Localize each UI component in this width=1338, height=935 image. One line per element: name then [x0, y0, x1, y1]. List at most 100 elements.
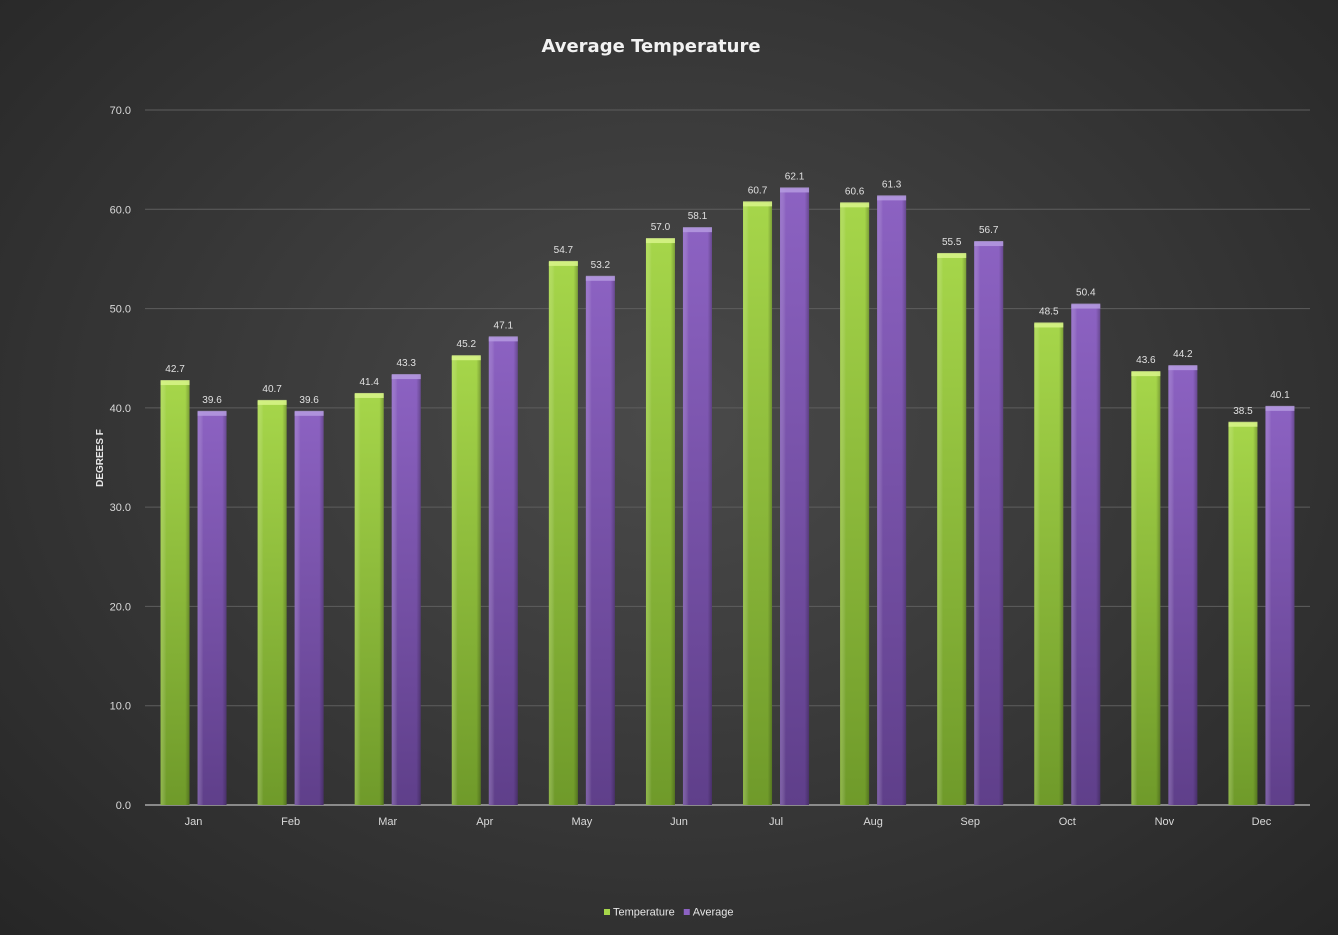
- x-axis-categories: Jan Feb Mar Apr May Jun Jul Aug Sep Oct Nov Dec: [185, 816, 1272, 828]
- data-label: 43.6: [1136, 355, 1156, 366]
- data-label: 50.4: [1076, 288, 1096, 299]
- bar-cap: [780, 187, 810, 193]
- bar-cap: [645, 238, 675, 244]
- data-label: 39.6: [299, 395, 319, 406]
- bar-shading: [682, 228, 712, 805]
- data-label: 60.7: [748, 185, 768, 196]
- gridlines: [145, 109, 1310, 806]
- y-tick-label: 10.0: [110, 701, 131, 713]
- bar-shading: [840, 203, 870, 806]
- data-label: 53.2: [591, 260, 611, 271]
- bar-temperature: [645, 238, 675, 806]
- data-label: 40.1: [1270, 390, 1290, 401]
- bar-shading: [743, 202, 773, 806]
- bar-cap: [585, 275, 615, 281]
- y-tick-label: 50.0: [110, 304, 131, 316]
- bar-average: [294, 410, 324, 805]
- x-tick-label: Nov: [1155, 816, 1175, 828]
- bar-cap: [294, 410, 324, 416]
- data-label: 57.0: [651, 222, 671, 233]
- chart-title: Average Temperature: [541, 36, 760, 57]
- bars: [160, 187, 1295, 806]
- bar-cap: [840, 202, 870, 208]
- bar-cap: [1265, 405, 1295, 411]
- bar-cap: [257, 399, 287, 405]
- bar-temperature: [1131, 371, 1161, 805]
- bar-average: [1168, 365, 1198, 805]
- y-tick-label: 20.0: [110, 601, 131, 613]
- bar-shading: [1228, 422, 1258, 805]
- bar-cap: [1131, 371, 1161, 377]
- bar-cap: [974, 241, 1004, 247]
- x-tick-label: Feb: [281, 816, 300, 828]
- data-label: 43.3: [396, 358, 416, 369]
- bar-shading: [1131, 372, 1161, 805]
- data-label: 62.1: [785, 171, 805, 182]
- bar-temperature: [1228, 421, 1258, 805]
- data-label: 60.6: [845, 186, 865, 197]
- legend-label: Temperature: [613, 907, 675, 919]
- data-label: 39.6: [202, 395, 222, 406]
- bar-shading: [877, 196, 907, 806]
- x-tick-label: Mar: [378, 816, 397, 828]
- data-labels: 42.7 39.6 40.7 39.6 41.4 43.3 45.2 47.1 54.7 53.2…: [165, 171, 1290, 416]
- y-axis-title: DEGREES F: [95, 429, 106, 487]
- data-label: 42.7: [165, 364, 185, 375]
- bar-average: [974, 241, 1004, 806]
- y-tick-label: 40.0: [110, 403, 131, 415]
- data-label: 58.1: [688, 211, 708, 222]
- bar-cap: [451, 355, 481, 361]
- y-tick-label: 60.0: [110, 204, 131, 216]
- bar-temperature: [451, 355, 481, 805]
- bar-shading: [645, 239, 675, 806]
- bar-average: [780, 187, 810, 805]
- bar-temperature: [257, 399, 287, 805]
- bar-shading: [937, 253, 967, 805]
- x-tick-label: Aug: [863, 816, 883, 828]
- bar-cap: [1071, 303, 1101, 309]
- bar-shading: [488, 337, 518, 805]
- bar-shading: [257, 400, 287, 805]
- bar-shading: [1071, 304, 1101, 805]
- bar-average: [585, 275, 615, 805]
- data-label: 40.7: [262, 384, 282, 395]
- legend-label: Average: [693, 907, 734, 919]
- data-label: 41.4: [359, 377, 379, 388]
- bar-temperature: [548, 260, 578, 806]
- bar-cap: [488, 336, 518, 342]
- data-label: 54.7: [554, 245, 574, 256]
- bar-cap: [354, 392, 384, 398]
- data-label: 55.5: [942, 237, 962, 248]
- x-tick-label: Apr: [476, 816, 493, 828]
- bar-cap: [197, 410, 227, 416]
- bar-shading: [160, 381, 190, 805]
- bar-average: [488, 336, 518, 805]
- bar-shading: [391, 375, 421, 805]
- bar-shading: [780, 188, 810, 805]
- x-tick-label: Jul: [769, 816, 783, 828]
- x-tick-label: Oct: [1059, 816, 1076, 828]
- bar-temperature: [937, 252, 967, 805]
- y-tick-label: 30.0: [110, 502, 131, 514]
- data-label: 48.5: [1039, 306, 1059, 317]
- bar-shading: [354, 393, 384, 805]
- x-tick-label: May: [571, 816, 592, 828]
- data-label: 38.5: [1233, 406, 1253, 417]
- data-label: 45.2: [457, 339, 477, 350]
- bar-average: [391, 374, 421, 805]
- bar-cap: [1228, 421, 1258, 427]
- legend-item-average: Average: [683, 907, 734, 919]
- bar-shading: [548, 261, 578, 806]
- legend: Temperature Average: [604, 907, 734, 919]
- x-tick-label: Jan: [185, 816, 203, 828]
- legend-item-temperature: Temperature: [604, 907, 675, 919]
- bar-shading: [1168, 366, 1198, 805]
- bar-cap: [937, 252, 967, 258]
- bar-cap: [548, 260, 578, 266]
- bar-shading: [197, 411, 227, 805]
- legend-swatch: [604, 909, 610, 915]
- data-label: 44.2: [1173, 349, 1193, 360]
- x-tick-label: Sep: [960, 816, 980, 828]
- bar-cap: [391, 374, 421, 380]
